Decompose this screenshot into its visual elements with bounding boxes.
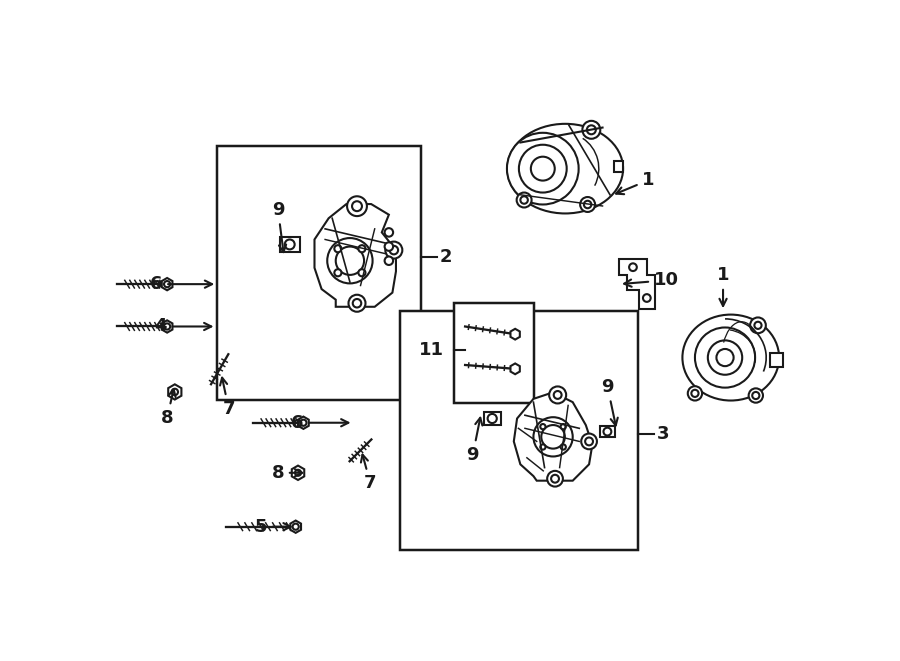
- Circle shape: [750, 317, 766, 333]
- Polygon shape: [619, 260, 654, 309]
- Circle shape: [551, 475, 559, 483]
- Circle shape: [547, 471, 562, 486]
- Circle shape: [688, 386, 702, 401]
- Polygon shape: [298, 416, 309, 429]
- Polygon shape: [291, 520, 301, 533]
- Text: 7: 7: [361, 455, 376, 492]
- Polygon shape: [168, 384, 182, 399]
- Circle shape: [347, 196, 367, 216]
- Text: 9: 9: [272, 201, 286, 252]
- Text: 3: 3: [657, 425, 670, 444]
- Circle shape: [358, 245, 365, 253]
- Circle shape: [517, 192, 532, 208]
- Circle shape: [353, 299, 361, 307]
- Bar: [600, 426, 615, 438]
- Text: 10: 10: [625, 271, 679, 290]
- Polygon shape: [510, 364, 520, 374]
- Circle shape: [348, 295, 365, 312]
- Circle shape: [507, 133, 579, 204]
- Circle shape: [358, 269, 365, 276]
- Circle shape: [534, 417, 572, 457]
- Circle shape: [284, 239, 294, 249]
- Circle shape: [554, 391, 562, 399]
- Circle shape: [695, 327, 755, 387]
- Text: 9: 9: [466, 418, 482, 464]
- Circle shape: [334, 245, 341, 253]
- Circle shape: [328, 238, 373, 284]
- Circle shape: [540, 424, 545, 429]
- Circle shape: [604, 428, 611, 436]
- Circle shape: [336, 247, 364, 275]
- Circle shape: [164, 323, 170, 330]
- Text: 8: 8: [272, 464, 302, 482]
- Text: 2: 2: [440, 248, 452, 266]
- Circle shape: [390, 246, 398, 254]
- Circle shape: [707, 340, 742, 375]
- Polygon shape: [510, 329, 520, 340]
- Text: 4: 4: [155, 317, 212, 336]
- Circle shape: [561, 424, 566, 429]
- Circle shape: [519, 145, 567, 192]
- Ellipse shape: [682, 315, 779, 401]
- Circle shape: [520, 196, 528, 204]
- Circle shape: [292, 524, 299, 529]
- Text: 6: 6: [150, 275, 212, 293]
- Circle shape: [172, 389, 178, 395]
- Circle shape: [584, 201, 591, 208]
- Circle shape: [582, 121, 600, 139]
- Circle shape: [301, 420, 307, 426]
- Circle shape: [385, 242, 402, 258]
- Circle shape: [531, 157, 554, 180]
- Circle shape: [295, 470, 301, 476]
- Circle shape: [752, 392, 760, 399]
- Bar: [400, 311, 638, 550]
- Circle shape: [580, 197, 595, 212]
- Text: 6: 6: [291, 414, 348, 432]
- Text: 1: 1: [716, 266, 729, 306]
- Bar: [217, 145, 421, 400]
- Circle shape: [587, 126, 596, 134]
- Polygon shape: [314, 204, 396, 307]
- Circle shape: [541, 425, 565, 449]
- Bar: [280, 237, 300, 252]
- Circle shape: [691, 390, 698, 397]
- Circle shape: [629, 263, 637, 271]
- Circle shape: [540, 444, 545, 449]
- Circle shape: [384, 256, 393, 265]
- Polygon shape: [514, 393, 592, 481]
- Circle shape: [643, 294, 651, 302]
- Circle shape: [585, 438, 593, 446]
- Text: 8: 8: [161, 389, 176, 427]
- Text: 11: 11: [419, 340, 445, 358]
- Circle shape: [164, 281, 170, 288]
- Circle shape: [384, 228, 393, 237]
- Circle shape: [749, 389, 763, 403]
- Text: 5: 5: [255, 518, 291, 535]
- Circle shape: [754, 322, 761, 329]
- Bar: [454, 303, 535, 403]
- Polygon shape: [614, 161, 624, 173]
- Circle shape: [561, 444, 566, 449]
- Circle shape: [334, 269, 341, 276]
- Bar: [483, 412, 500, 425]
- Text: 9: 9: [601, 378, 617, 426]
- Circle shape: [352, 201, 362, 211]
- Circle shape: [488, 414, 497, 423]
- Circle shape: [716, 349, 734, 366]
- Text: 1: 1: [616, 171, 654, 194]
- Polygon shape: [292, 465, 304, 480]
- Circle shape: [549, 387, 566, 403]
- Bar: [770, 352, 783, 367]
- Circle shape: [384, 243, 393, 251]
- Polygon shape: [162, 321, 173, 332]
- Circle shape: [581, 434, 597, 449]
- Ellipse shape: [508, 124, 623, 214]
- Polygon shape: [162, 278, 173, 290]
- Text: 7: 7: [220, 377, 235, 418]
